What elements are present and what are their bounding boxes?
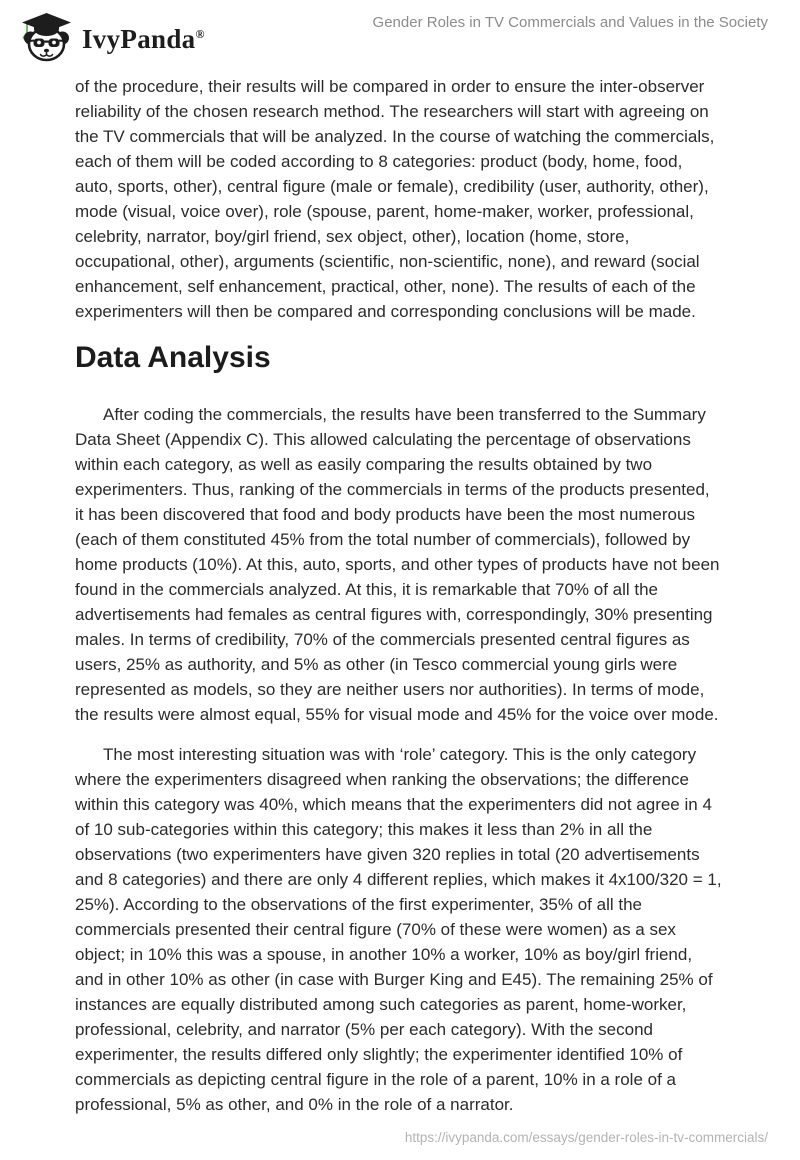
page-header: IvyPanda® Gender Roles in TV Commercials…	[0, 0, 800, 61]
source-url-link[interactable]: https://ivypanda.com/essays/gender-roles…	[404, 1130, 768, 1145]
ivypanda-panda-graduate-logo-icon	[20, 12, 73, 62]
ivypanda-brand: IvyPanda®	[20, 10, 205, 64]
registered-trademark-symbol: ®	[195, 27, 205, 41]
essay-content: of the procedure, their results will be …	[0, 74, 800, 1117]
paragraph-coding-results: After coding the commercials, the result…	[75, 405, 720, 724]
brand-name: IvyPanda®	[82, 10, 205, 64]
paragraph-method-continuation: of the procedure, their results will be …	[75, 77, 715, 321]
paragraph-role-category: The most interesting situation was with …	[75, 745, 722, 1114]
document-title: Gender Roles in TV Commercials and Value…	[372, 14, 768, 31]
brand-name-text: IvyPanda	[82, 24, 196, 54]
page-footer: https://ivypanda.com/essays/gender-roles…	[405, 1129, 768, 1147]
section-heading-data-analysis: Data Analysis	[75, 341, 271, 374]
